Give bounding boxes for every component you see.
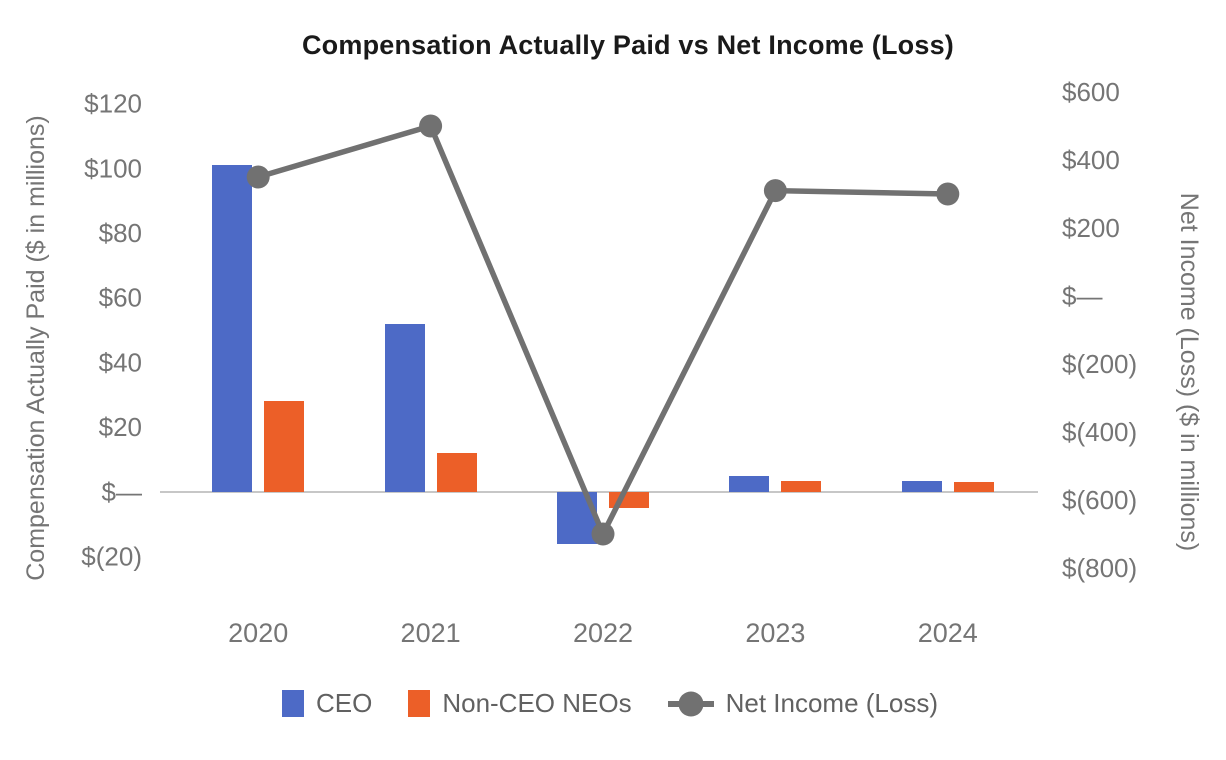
left-axis-title: Compensation Actually Paid ($ in million… — [22, 115, 50, 581]
left-axis-tick-120: $120 — [84, 89, 142, 119]
bar-ceo-2021 — [384, 323, 425, 492]
left-axis-tick-60: $60 — [99, 283, 142, 313]
net-income-loss-marker-2024 — [936, 182, 960, 206]
right-axis-tick-400: $400 — [1062, 145, 1120, 175]
bar-non-ceo-neos-2023 — [781, 480, 822, 492]
right-axis-tick-600: $600 — [1062, 77, 1120, 107]
bar-ceo-2024 — [901, 480, 942, 492]
left-axis-tick-80: $80 — [99, 218, 142, 248]
x-axis-label-2022: 2022 — [573, 618, 633, 648]
bar-ceo-2023 — [729, 475, 770, 492]
chart-title: Compensation Actually Paid vs Net Income… — [301, 30, 955, 60]
left-axis-tick-0: $— — [102, 477, 142, 507]
legend: CEO Non-CEO NEOs Net Income (Loss) — [160, 688, 1060, 719]
x-axis-label-2020: 2020 — [228, 618, 288, 648]
right-axis-tick-0: $— — [1062, 281, 1102, 311]
net-income-loss-marker-2021 — [419, 114, 443, 138]
bar-non-ceo-neos-2021 — [436, 453, 477, 492]
legend-label-non-ceo-neos: Non-CEO NEOs — [442, 688, 632, 718]
left-axis-tick-20: $20 — [99, 412, 142, 442]
x-axis-label-2021: 2021 — [401, 618, 461, 648]
net-income-loss-marker-2022 — [591, 522, 615, 546]
right-axis-tick-200: $200 — [1062, 213, 1120, 243]
x-axis-labels: 2020 2021 2022 2023 2024 — [228, 618, 978, 648]
left-axis-tick--20: $(20) — [81, 542, 142, 572]
legend-item-non-ceo-neos: Non-CEO NEOs — [408, 688, 632, 719]
right-axis-tick--200: $(200) — [1062, 349, 1137, 379]
net-income-loss-marker-2023 — [763, 179, 787, 203]
x-axis-label-2024: 2024 — [918, 618, 978, 648]
legend-swatch-ceo — [281, 690, 304, 717]
right-axis-tick--800: $(800) — [1062, 553, 1137, 583]
bar-ceo-2020 — [212, 165, 253, 492]
line-series-layer — [246, 114, 960, 546]
axis-ticks: $120 $100 $80 $60 $40 $20 $— $(20) $600 $400 $200 $… — [81, 77, 1137, 583]
left-axis-tick-40: $40 — [99, 347, 142, 377]
right-axis-title: Net Income (Loss) ($ in millions) — [1175, 193, 1203, 551]
bar-non-ceo-neos-2020 — [264, 401, 305, 492]
legend-label-ceo: CEO — [315, 688, 373, 718]
net-income-loss-marker-2020 — [246, 165, 270, 189]
legend-item-ceo: CEO — [281, 688, 373, 719]
left-axis-tick-100: $100 — [84, 153, 142, 183]
right-axis-tick--600: $(600) — [1062, 485, 1137, 515]
zero-baseline — [160, 491, 1038, 493]
legend-label-net-income: Net Income (Loss) — [725, 688, 938, 718]
legend-swatch-non-ceo-neos — [408, 690, 431, 717]
net-income-loss-line — [257, 122, 948, 541]
line-marker-icon — [667, 690, 714, 718]
right-axis-tick--400: $(400) — [1062, 417, 1137, 447]
legend-item-net-income: Net Income (Loss) — [667, 688, 938, 719]
x-axis-label-2023: 2023 — [745, 618, 805, 648]
bar-non-ceo-neos-2024 — [953, 482, 994, 492]
